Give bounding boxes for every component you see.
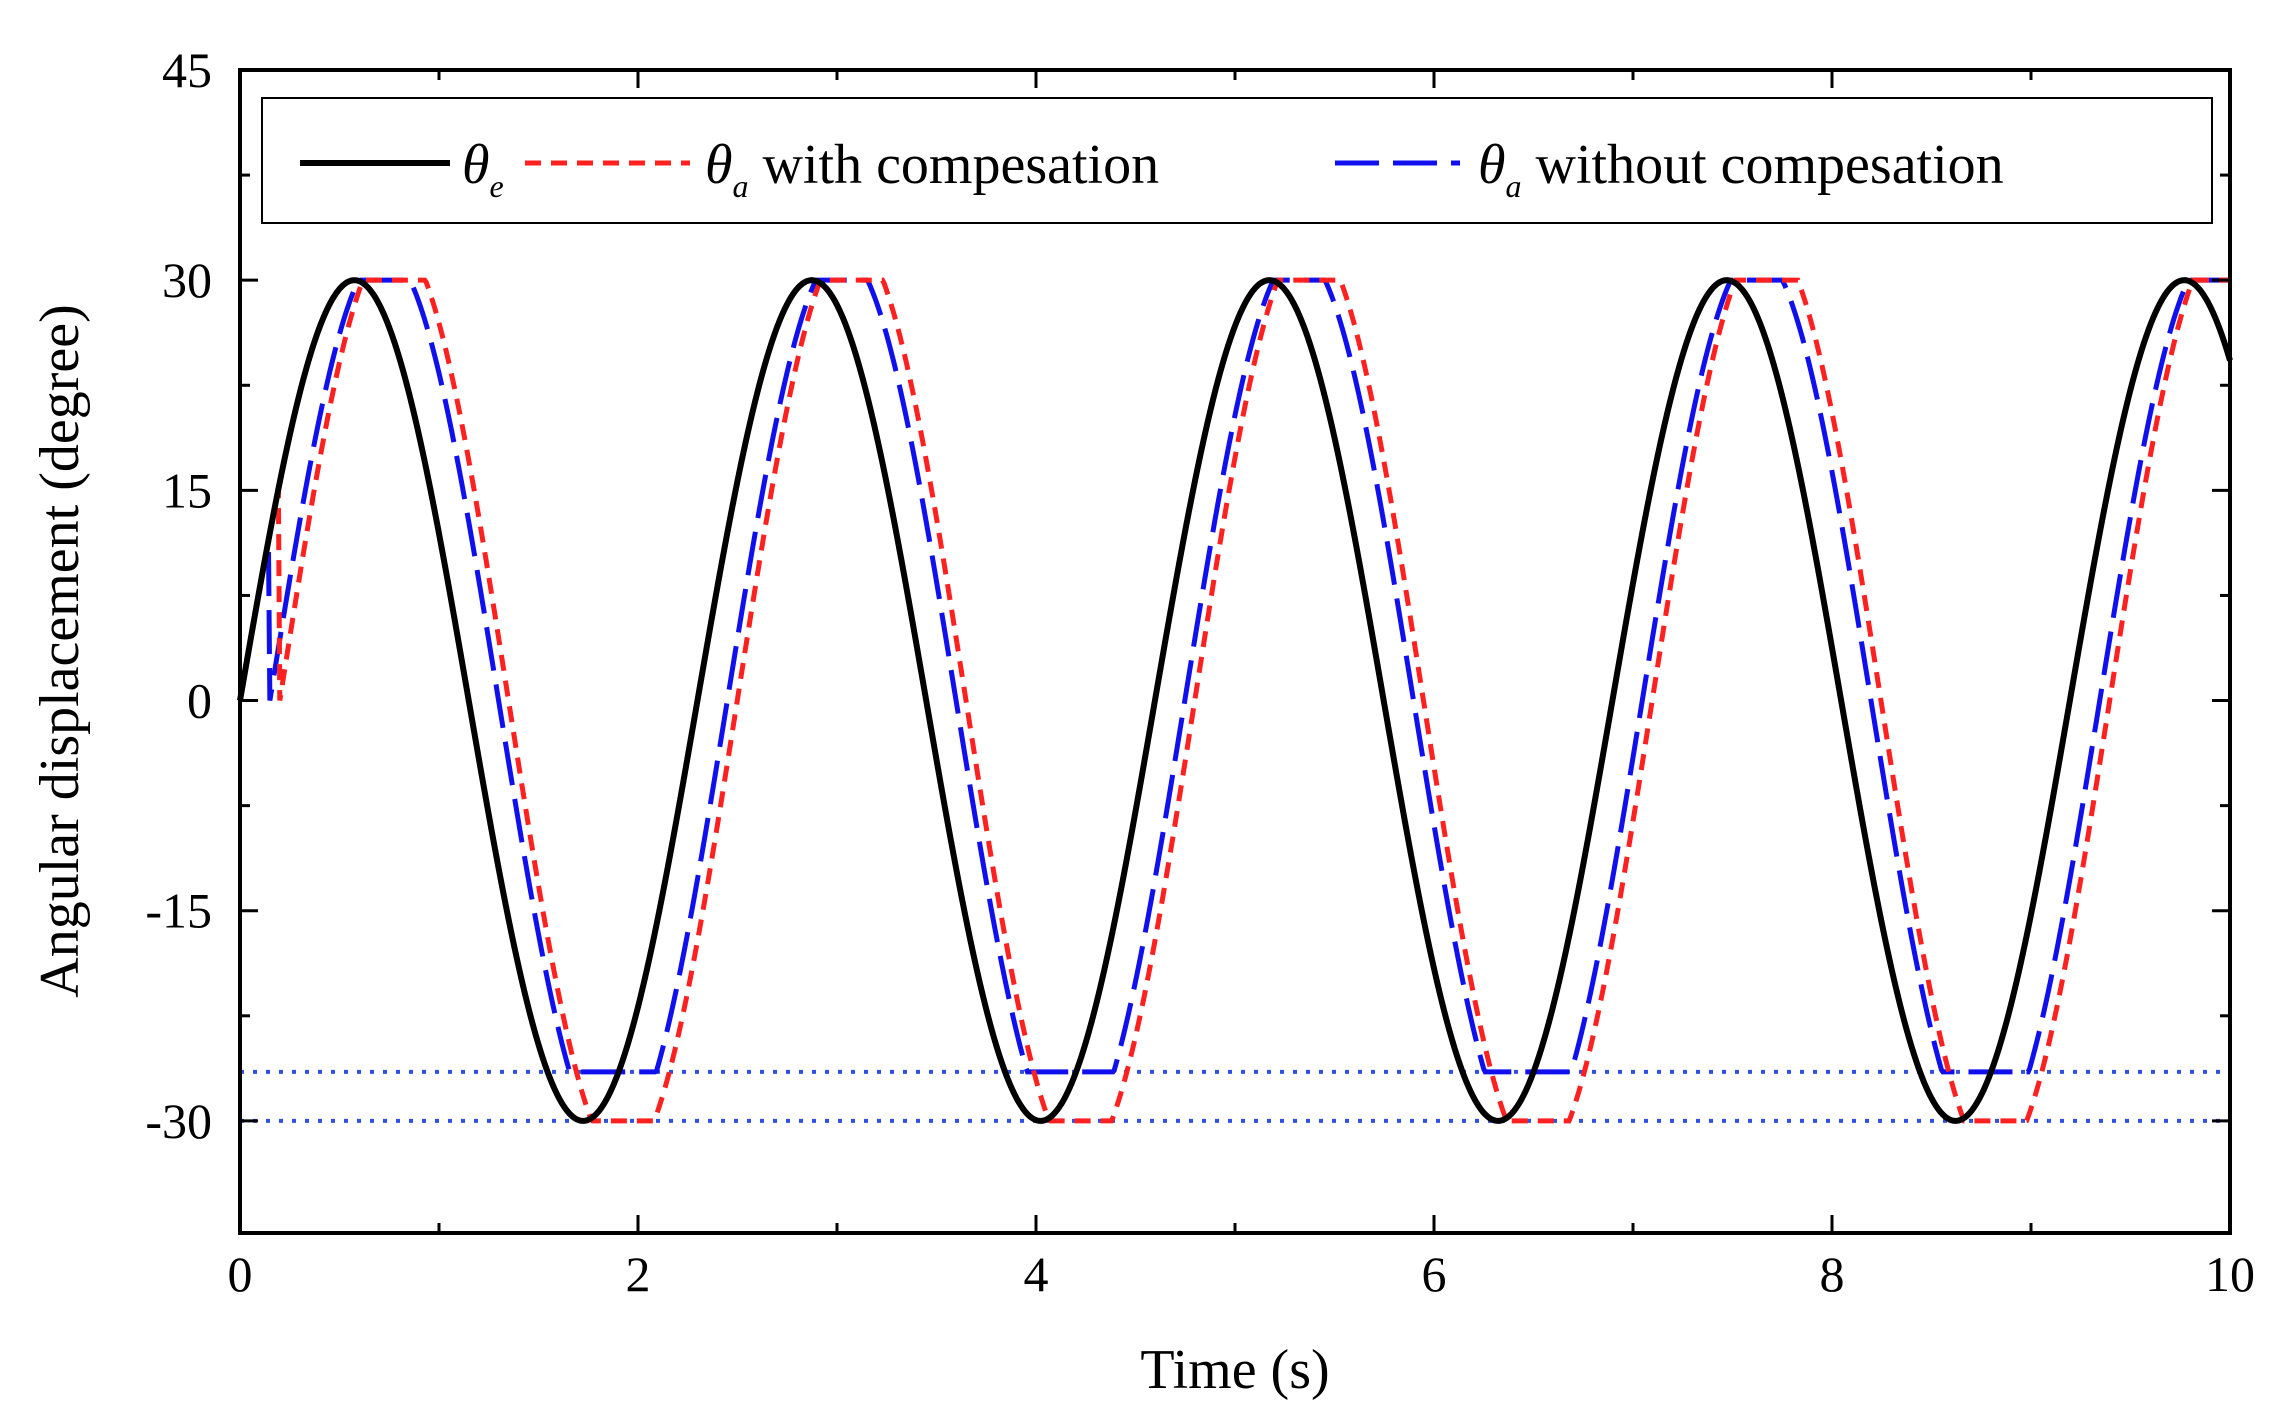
series-lines [237, 277, 2233, 1124]
x-tick-labels: 0 2 4 6 8 10 [228, 1246, 2256, 1302]
axis-ticks [238, 68, 2232, 1233]
y-tick-label: 30 [162, 252, 212, 308]
y-axis-title: Angular displacement (degree) [29, 304, 91, 997]
legend-label-theta-a-without: θa without compesation [1478, 134, 2004, 204]
y-tick-label: -30 [145, 1093, 212, 1149]
y-tick-labels: -30 -15 0 15 30 45 [145, 42, 212, 1149]
series-line-1 [237, 277, 2230, 1124]
x-tick-label: 6 [1422, 1246, 1447, 1302]
series-line-0 [237, 277, 2233, 1124]
x-tick-label: 8 [1820, 1246, 1845, 1302]
x-tick-label: 10 [2205, 1246, 2255, 1302]
x-tick-label: 0 [228, 1246, 253, 1302]
plot-frame [238, 68, 2232, 1235]
x-axis-title: Time (s) [1140, 1339, 1329, 1401]
y-tick-label: 0 [187, 673, 212, 729]
legend-label-theta-a-with: θa with compesation [705, 134, 1159, 204]
legend: θe θa with compesation θa without compes… [261, 97, 2213, 224]
y-tick-label: -15 [145, 883, 212, 939]
series-line-2 [237, 277, 2230, 1075]
x-tick-label: 2 [626, 1246, 651, 1302]
y-tick-label: 45 [162, 42, 212, 98]
legend-label-theta-e: θe [462, 134, 504, 204]
y-tick-label: 15 [162, 462, 212, 518]
x-tick-label: 4 [1024, 1246, 1049, 1302]
